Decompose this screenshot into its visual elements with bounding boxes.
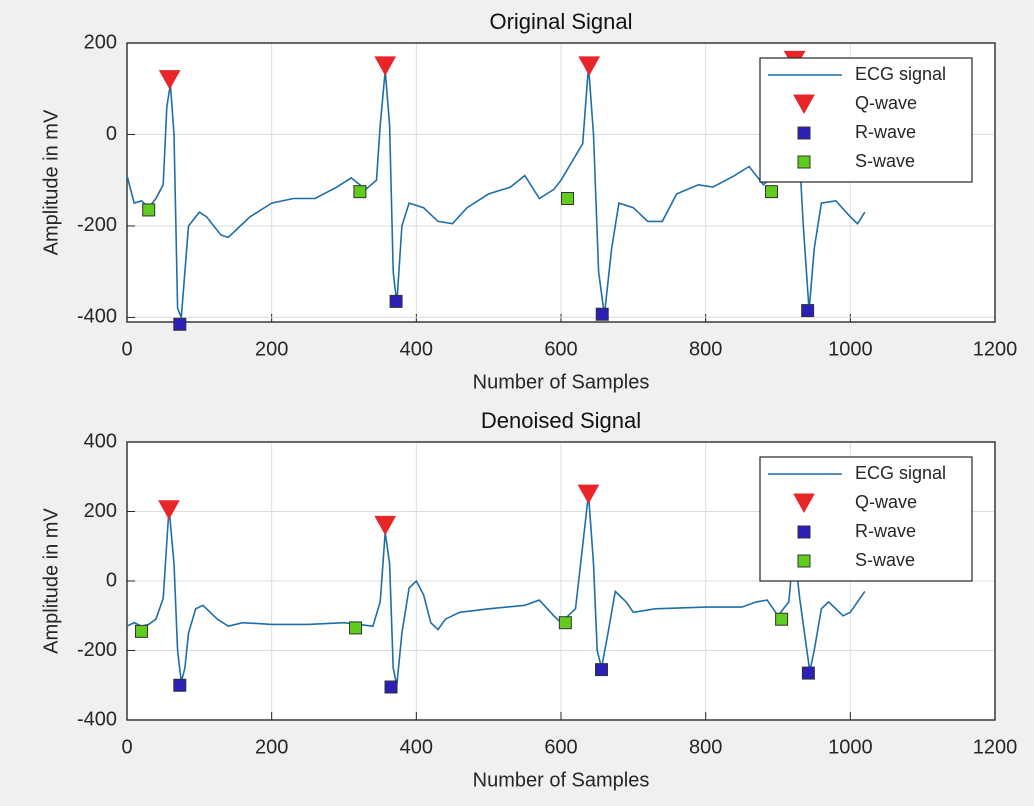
x-tick-label: 400 [400, 338, 433, 360]
legend-label: R-wave [855, 122, 916, 142]
legend-label: ECG signal [855, 64, 946, 84]
q-marker [578, 56, 601, 76]
square-marker [389, 294, 403, 308]
q-marker [158, 70, 181, 90]
x-tick-label: 600 [544, 338, 577, 360]
q-marker [374, 515, 397, 536]
square-marker [797, 554, 811, 568]
square-marker [764, 185, 778, 199]
legend-label: ECG signal [855, 463, 946, 483]
y-tick-label: 0 [106, 123, 117, 145]
y-tick-label: -200 [77, 214, 117, 236]
square-marker [349, 621, 363, 635]
legend-label: S-wave [855, 550, 915, 570]
x-tick-label: 1000 [828, 338, 873, 360]
chart-title: Original Signal [489, 9, 632, 34]
square-marker [173, 678, 187, 692]
chart-title: Denoised Signal [481, 408, 641, 433]
square-marker [797, 155, 811, 169]
square-marker [775, 612, 789, 626]
square-marker [142, 203, 156, 217]
square-marker [558, 616, 572, 630]
x-tick-label: 600 [544, 736, 577, 758]
square-marker [801, 666, 815, 680]
square-marker [801, 304, 815, 318]
ecg-line [126, 65, 866, 318]
square-marker [595, 307, 609, 321]
q-marker [577, 484, 600, 505]
square-marker [797, 126, 811, 140]
legend [759, 456, 973, 582]
legend-label: R-wave [855, 521, 916, 541]
x-tick-label: 1000 [828, 736, 873, 758]
legend [759, 57, 973, 183]
y-tick-label: -400 [77, 306, 117, 328]
y-tick-label: -200 [77, 639, 117, 661]
y-axis-label: Amplitude in mV [40, 109, 62, 255]
x-tick-label: 1200 [973, 338, 1018, 360]
y-tick-label: 200 [84, 500, 117, 522]
legend-label: Q-wave [855, 93, 917, 113]
x-tick-label: 1200 [973, 736, 1018, 758]
square-marker [134, 624, 148, 638]
axes-border [126, 441, 996, 721]
x-axis-label: Number of Samples [473, 371, 650, 393]
x-tick-label: 200 [255, 736, 288, 758]
x-tick-label: 800 [689, 736, 722, 758]
y-tick-label: 400 [84, 430, 117, 452]
x-tick-label: 0 [121, 338, 132, 360]
q-marker [374, 56, 397, 76]
square-marker [797, 525, 811, 539]
legend-label: S-wave [855, 151, 915, 171]
legend-label: Q-wave [855, 492, 917, 512]
y-tick-label: -400 [77, 708, 117, 730]
y-axis-label: Amplitude in mV [40, 508, 62, 654]
x-tick-label: 400 [400, 736, 433, 758]
square-marker [353, 185, 367, 199]
y-tick-label: 200 [84, 31, 117, 53]
square-marker [561, 192, 575, 206]
y-tick-label: 0 [106, 569, 117, 591]
axes-border [126, 42, 996, 323]
x-tick-label: 0 [121, 736, 132, 758]
x-axis-label: Number of Samples [473, 769, 650, 791]
q-marker [158, 500, 180, 520]
x-tick-label: 200 [255, 338, 288, 360]
q-marker [793, 94, 815, 115]
square-marker [595, 663, 609, 677]
square-marker [173, 317, 187, 331]
square-marker [384, 680, 398, 694]
q-marker [793, 493, 815, 514]
x-tick-label: 800 [689, 338, 722, 360]
